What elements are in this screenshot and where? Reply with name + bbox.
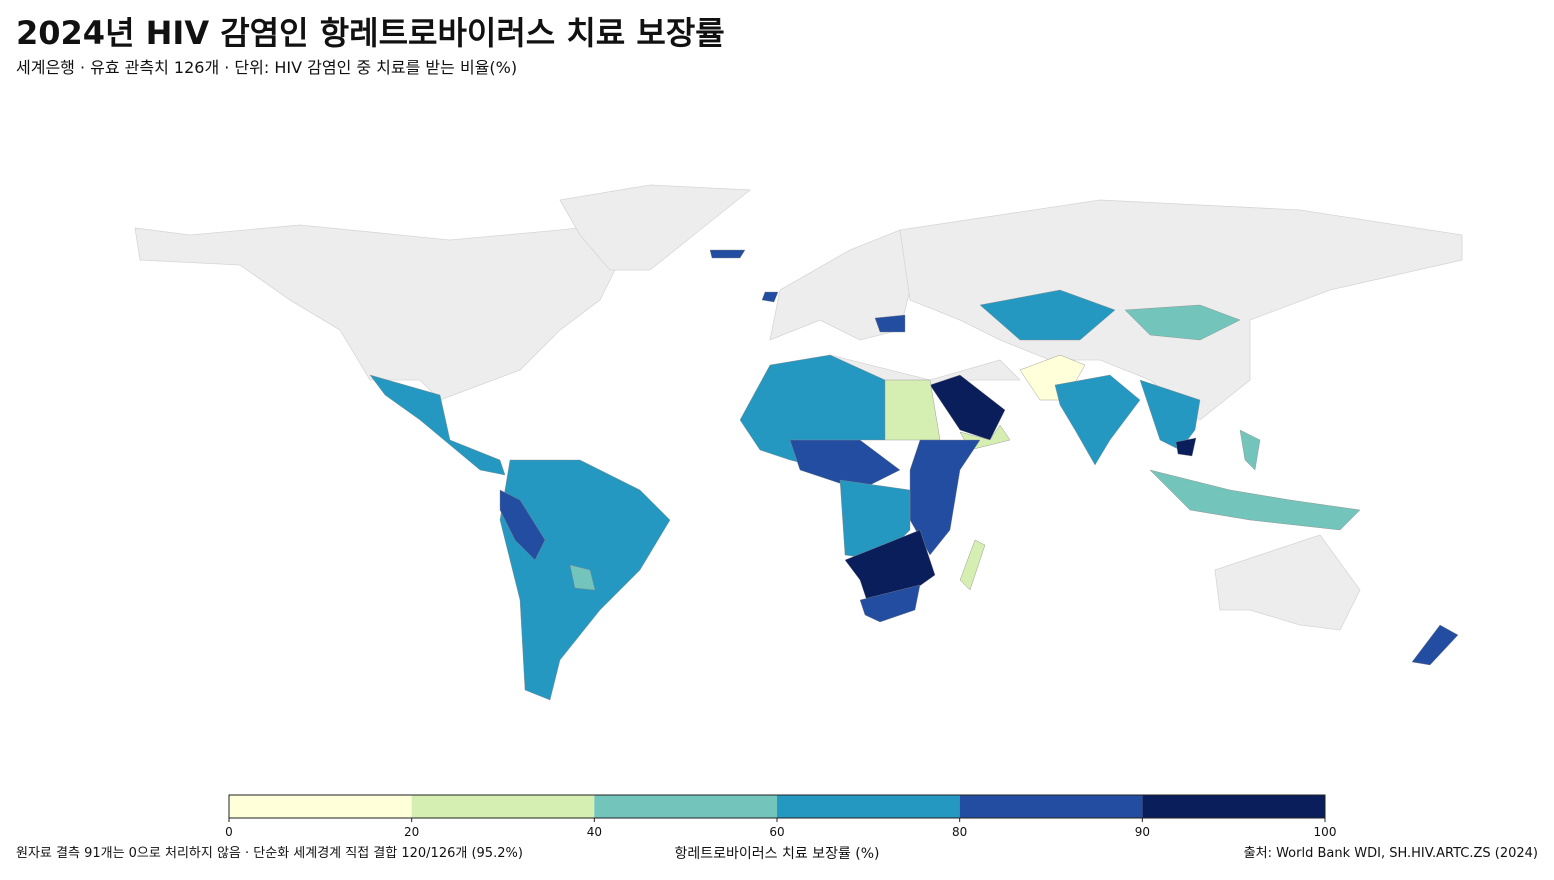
tick-label: 0	[225, 825, 233, 839]
region	[959, 539, 986, 591]
region	[979, 289, 1116, 341]
region	[369, 374, 506, 476]
tick-label: 60	[769, 825, 784, 839]
tick-label: 20	[404, 825, 419, 839]
region	[1239, 429, 1261, 471]
tick-label: 80	[952, 825, 967, 839]
world-map	[134, 184, 1463, 701]
colorbar-segment	[594, 795, 777, 818]
title: 2024년 HIV 감염인 항레트로바이러스 치료 보장률	[16, 14, 725, 52]
region	[909, 439, 981, 556]
colorbar-segment	[959, 795, 1143, 818]
colorbar-segment	[1142, 795, 1325, 818]
source: 출처: World Bank WDI, SH.HIV.ARTC.ZS (2024…	[1244, 846, 1538, 861]
colorbar-segment	[411, 795, 595, 818]
region	[929, 374, 1006, 441]
region	[1054, 374, 1141, 466]
region	[884, 379, 941, 441]
tick-label: 100	[1314, 825, 1337, 839]
footnote: 원자료 결측 91개는 0으로 처리하지 않음 · 단순화 세계경계 직접 결합…	[16, 846, 523, 861]
region	[1149, 469, 1361, 531]
colorbar-segment	[777, 795, 960, 818]
region	[569, 564, 596, 591]
colorbar-segment	[229, 795, 412, 818]
region	[874, 314, 906, 333]
colorbar-label: 항레트로바이러스 치료 보장률 (%)	[674, 846, 879, 862]
region	[1124, 304, 1241, 341]
tick-label: 90	[1135, 825, 1150, 839]
region	[1175, 437, 1197, 457]
region	[761, 291, 779, 303]
region	[499, 489, 546, 561]
region	[709, 249, 746, 259]
subtitle: 세계은행 · 유효 관측치 126개 · 단위: HIV 감염인 중 치료를 받…	[16, 58, 517, 77]
region	[859, 584, 921, 623]
land	[134, 219, 651, 401]
colorbar: 0 20 40 60 80 90 100	[225, 794, 1337, 839]
region	[1411, 624, 1459, 666]
tick-label: 40	[587, 825, 602, 839]
region	[789, 439, 901, 491]
land	[559, 184, 752, 271]
land	[1214, 534, 1361, 631]
